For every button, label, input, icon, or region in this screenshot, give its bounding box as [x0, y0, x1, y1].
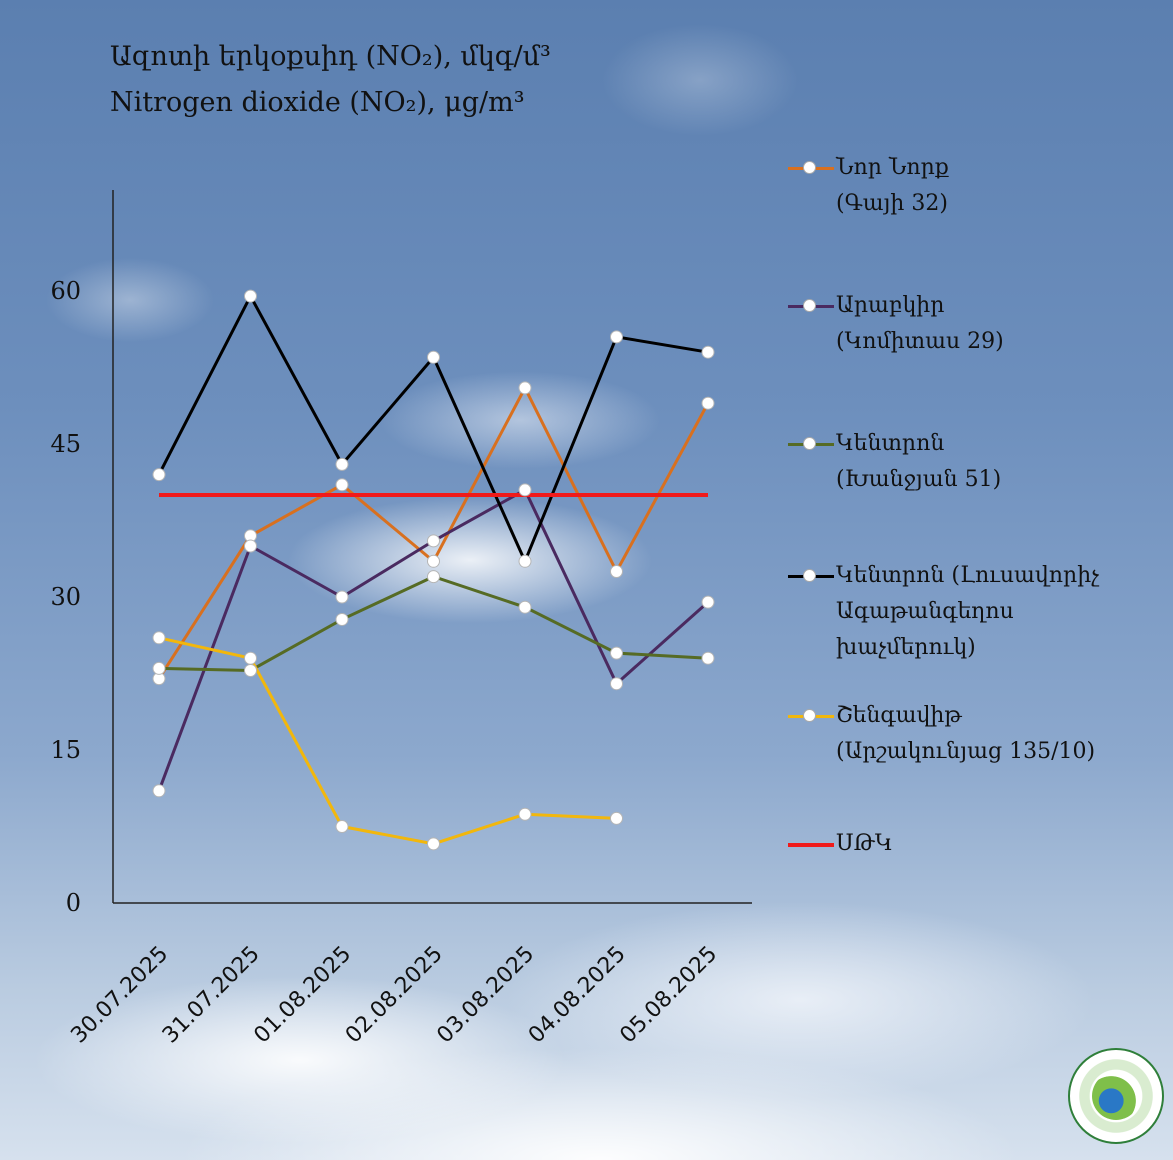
- series-4-point: [518, 807, 532, 821]
- series-0-point: [335, 478, 349, 492]
- y-tick-label: 30: [50, 583, 81, 611]
- x-axis-ticks: 30.07.202531.07.202501.08.202502.08.2025…: [66, 942, 722, 1049]
- series-0-point: [701, 396, 715, 410]
- legend-sublabel: (Արշակունյաց 135/10): [836, 739, 1096, 764]
- legend-sublabel: Ագաթանգեղոս խաչմերուկ): [836, 599, 1014, 660]
- x-tick-label: 04.08.2025: [524, 942, 631, 1049]
- series-2-point: [427, 570, 440, 584]
- legend-line-swatch: [788, 437, 834, 450]
- series-1-point: [610, 677, 623, 691]
- series-lines: [157, 292, 710, 846]
- series-4-point: [152, 631, 166, 645]
- legend-sublabel: (Խանջյան 51): [836, 467, 1002, 492]
- chart-title-armenian: Ազոտի երկօքսիդ (NO₂), մկգ/մ³: [110, 41, 551, 72]
- chart-title-english: Nitrogen dioxide (NO₂), μg/m³: [110, 87, 525, 118]
- legend-sublabel: (Կոմիտաս 29): [836, 329, 1004, 354]
- y-tick-label: 60: [50, 277, 81, 305]
- series-3-point: [518, 554, 532, 568]
- legend-marker: [803, 299, 816, 312]
- series-2-point: [152, 661, 166, 675]
- series-3-point: [701, 345, 715, 359]
- series-markers: [152, 289, 715, 851]
- legend-marker: [803, 437, 816, 450]
- series-0-point: [427, 554, 440, 568]
- series-3-point: [610, 330, 623, 344]
- series-1-point: [244, 539, 257, 553]
- x-tick-label: 31.07.2025: [158, 942, 265, 1049]
- legend-line-swatch: [788, 299, 834, 312]
- series-3-line: [157, 292, 709, 566]
- series-4-point: [610, 811, 623, 825]
- legend-label: Շենգավիթ: [836, 703, 962, 728]
- legend-marker: [803, 569, 816, 582]
- series-4-point: [427, 837, 440, 851]
- legend-line-swatch: [788, 843, 834, 847]
- legend-line-swatch: [788, 709, 834, 722]
- y-tick-label: 15: [50, 736, 81, 764]
- legend-line-swatch: [788, 569, 834, 582]
- organization-logo: [1068, 1048, 1164, 1144]
- legend-item: Կենտրոն (Լուսավորիչ Ագաթանգեղոս խաչմերուկ…: [788, 558, 1099, 666]
- series-2-point: [701, 651, 715, 665]
- x-tick-label: 02.08.2025: [341, 942, 448, 1049]
- chart-title: Ազոտի երկօքսիդ (NO₂), մկգ/մ³ Nitrogen di…: [110, 34, 551, 126]
- series-2-point: [335, 612, 349, 626]
- legend-line-swatch: [788, 161, 834, 174]
- series-2-point: [518, 600, 532, 614]
- legend-label: Նոր Նորք: [836, 155, 949, 180]
- legend-item: Արաբկիր (Կոմիտաս 29): [788, 288, 1004, 360]
- series-3-point: [427, 350, 440, 364]
- logo-emblem-icon: [1092, 1072, 1140, 1120]
- legend-label: Արաբկիր: [836, 293, 945, 318]
- series-2-point: [244, 663, 257, 677]
- series-1-point: [518, 483, 532, 497]
- series-0-point: [518, 381, 532, 395]
- series-1-point: [427, 534, 440, 548]
- series-3-point: [152, 468, 166, 482]
- legend-item: ՍԹԿ: [788, 826, 893, 862]
- axes: [112, 190, 752, 904]
- legend-label: ՍԹԿ: [836, 831, 893, 856]
- series-4-point: [335, 820, 349, 833]
- series-1-point: [152, 784, 166, 798]
- legend-item: Նոր Նորք (Գայի 32): [788, 150, 949, 222]
- legend-item: Կենտրոն (Խանջյան 51): [788, 426, 1001, 498]
- legend-label: Կենտրոն (Լուսավորիչ: [836, 563, 1100, 588]
- series-1-point: [335, 590, 349, 604]
- x-tick-label: 03.08.2025: [432, 942, 539, 1049]
- y-tick-label: 45: [50, 430, 81, 458]
- y-tick-label: 0: [66, 889, 81, 917]
- series-2-point: [610, 646, 623, 660]
- legend-marker: [803, 161, 816, 174]
- x-tick-label: 01.08.2025: [249, 942, 356, 1049]
- legend-item: Շենգավիթ (Արշակունյաց 135/10): [788, 698, 1095, 770]
- legend-label: Կենտրոն: [836, 431, 945, 456]
- legend-marker: [803, 709, 816, 722]
- legend-sublabel: (Գայի 32): [836, 191, 948, 216]
- series-3-point: [244, 289, 257, 303]
- series-1-point: [701, 595, 715, 609]
- series-3-point: [335, 457, 349, 471]
- series-0-line: [157, 384, 710, 680]
- x-tick-label: 30.07.2025: [66, 942, 173, 1049]
- series-4-line: [158, 636, 617, 846]
- series-0-point: [610, 565, 623, 578]
- x-tick-label: 05.08.2025: [615, 942, 722, 1049]
- series-4-point: [244, 651, 257, 665]
- y-axis-ticks: 0 15 30 45 60: [50, 277, 81, 917]
